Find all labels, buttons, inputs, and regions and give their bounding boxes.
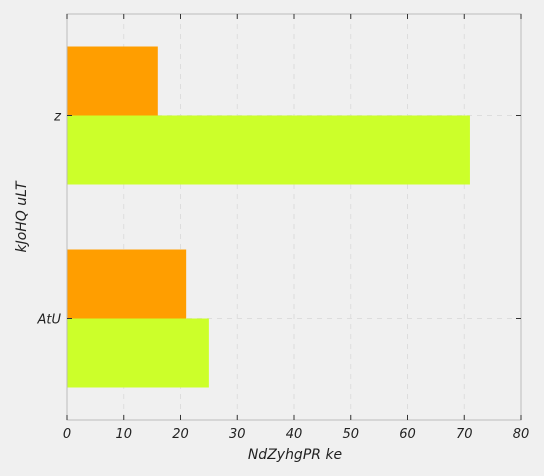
y-axis-label: kJoHQ uLT [14,180,30,253]
x-tick-label: 20 [172,427,189,442]
x-tick-label: 10 [115,427,132,442]
y-tick-label: AtU [36,313,61,328]
tick-marks [66,14,522,420]
bar-series-1-z [67,46,158,116]
x-tick-label: 80 [513,427,530,442]
x-tick-labels: 0 10 20 30 40 50 60 70 80 [63,427,529,442]
x-tick-label: 0 [63,427,71,442]
x-axis-label: NdZyhgPR ke [248,447,342,463]
bar-series-1-AtU [67,249,187,319]
x-tick-label: 70 [456,427,473,442]
bars [67,46,470,388]
bar-series-0-z [67,115,470,185]
x-tick-label: 40 [286,427,303,442]
x-tick-label: 60 [399,427,416,442]
y-tick-labels: AtU z [36,110,62,328]
x-tick-label: 30 [229,427,246,442]
y-tick-label: z [53,110,62,125]
bar-series-0-AtU [67,318,209,388]
x-tick-label: 50 [342,427,359,442]
